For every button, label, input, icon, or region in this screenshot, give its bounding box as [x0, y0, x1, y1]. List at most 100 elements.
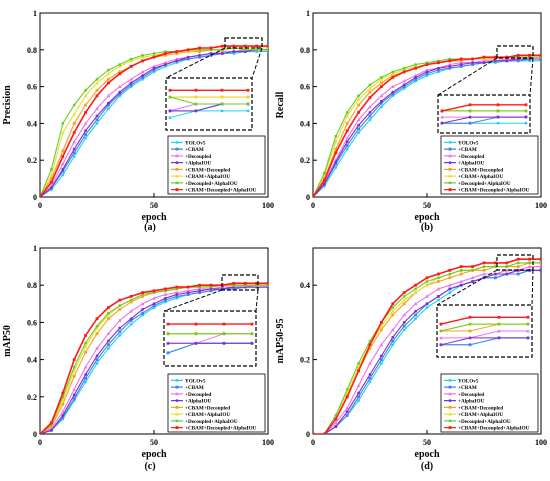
- inset-data-point: [168, 109, 172, 113]
- legend-entry: +CBAM: [458, 385, 477, 391]
- data-point: [356, 117, 361, 122]
- data-point: [437, 298, 440, 302]
- x-tick-label: 100: [262, 201, 274, 210]
- data-point: [118, 70, 122, 74]
- data-point: [50, 186, 53, 190]
- inset-data-point: [166, 332, 170, 336]
- data-point: [334, 425, 338, 428]
- data-point: [459, 268, 463, 272]
- data-point: [107, 68, 110, 72]
- zoom-region: [224, 37, 263, 49]
- data-point: [50, 428, 53, 432]
- data-point: [539, 261, 541, 265]
- data-point: [175, 52, 179, 55]
- data-point: [106, 331, 111, 335]
- data-point: [209, 52, 213, 55]
- data-point: [152, 304, 156, 308]
- data-point: [84, 334, 87, 337]
- data-point: [152, 66, 156, 70]
- inset-data-point: [497, 336, 501, 340]
- data-point: [50, 177, 53, 180]
- data-point: [334, 139, 338, 144]
- data-point: [198, 289, 202, 293]
- y-tick-label: 1: [33, 244, 37, 253]
- legend-marker: [175, 426, 179, 430]
- data-point: [198, 50, 201, 54]
- inset-data-point: [166, 322, 170, 326]
- data-point: [482, 261, 486, 265]
- data-point: [84, 136, 87, 140]
- data-point: [471, 61, 474, 65]
- inset-data-point: [194, 102, 198, 106]
- y-tick-label: 0: [306, 193, 310, 202]
- x-tick-label: 50: [150, 438, 158, 447]
- data-point: [95, 106, 99, 111]
- data-point: [356, 383, 361, 388]
- data-point: [391, 309, 395, 313]
- data-point: [72, 155, 76, 158]
- data-point: [95, 358, 99, 361]
- data-point: [175, 294, 179, 298]
- data-point: [425, 294, 429, 298]
- y-tick-label: 0.4: [300, 281, 310, 290]
- legend-marker: [175, 405, 179, 409]
- y-tick-label: 1: [33, 9, 37, 18]
- inset-data-point: [246, 109, 250, 113]
- legend-entry: YOLOv5: [458, 140, 479, 146]
- zoom-connector: [251, 47, 263, 79]
- data-point: [437, 272, 440, 276]
- data-point: [61, 130, 65, 134]
- data-point: [437, 294, 440, 298]
- data-point: [61, 173, 65, 177]
- data-point: [425, 306, 429, 309]
- y-axis-label: mAP50: [2, 325, 13, 357]
- x-tick-label: 0: [38, 201, 42, 210]
- data-point: [61, 415, 65, 419]
- data-point: [95, 361, 99, 365]
- data-point: [345, 122, 349, 125]
- data-point: [357, 395, 360, 399]
- legend-marker: [448, 426, 452, 430]
- legend: YOLOv5+CBAM+Decoupled+AlphaIOU+CBAM+Deco…: [440, 135, 539, 195]
- data-point: [391, 84, 395, 88]
- data-point: [528, 53, 531, 57]
- data-point: [175, 57, 179, 61]
- legend-marker: [448, 378, 452, 382]
- inset-data-point: [220, 109, 224, 113]
- legend-marker: [448, 385, 452, 389]
- legend-entry: +Decoupled: [458, 392, 484, 398]
- data-point: [84, 373, 87, 376]
- data-point: [380, 81, 383, 85]
- data-point: [186, 288, 190, 293]
- data-point: [425, 302, 429, 306]
- data-point: [494, 261, 497, 265]
- data-point: [118, 326, 122, 330]
- data-point: [448, 291, 452, 295]
- data-point: [414, 287, 417, 291]
- x-axis-label: epoch: [415, 212, 440, 223]
- data-point: [72, 139, 76, 144]
- y-tick-label: 0.2: [27, 156, 37, 165]
- data-point: [95, 317, 99, 321]
- data-point: [334, 162, 338, 166]
- inset-data-point: [468, 336, 472, 340]
- inset-data-point: [194, 341, 198, 345]
- inset-data-point: [468, 329, 472, 333]
- data-point: [368, 380, 372, 384]
- data-point: [107, 107, 110, 111]
- data-point: [345, 414, 349, 417]
- data-point: [129, 298, 133, 302]
- data-point: [527, 264, 532, 268]
- legend-entry: +AlphaIOU: [458, 161, 485, 167]
- data-point: [141, 74, 145, 77]
- data-point: [391, 302, 395, 306]
- data-point: [209, 289, 213, 293]
- data-point: [425, 283, 429, 287]
- zoom-connector: [165, 47, 226, 79]
- data-point: [539, 257, 541, 261]
- legend-marker: [175, 391, 179, 396]
- data-point: [141, 76, 144, 79]
- data-point: [72, 368, 76, 373]
- data-point: [95, 118, 99, 122]
- data-point: [243, 44, 247, 48]
